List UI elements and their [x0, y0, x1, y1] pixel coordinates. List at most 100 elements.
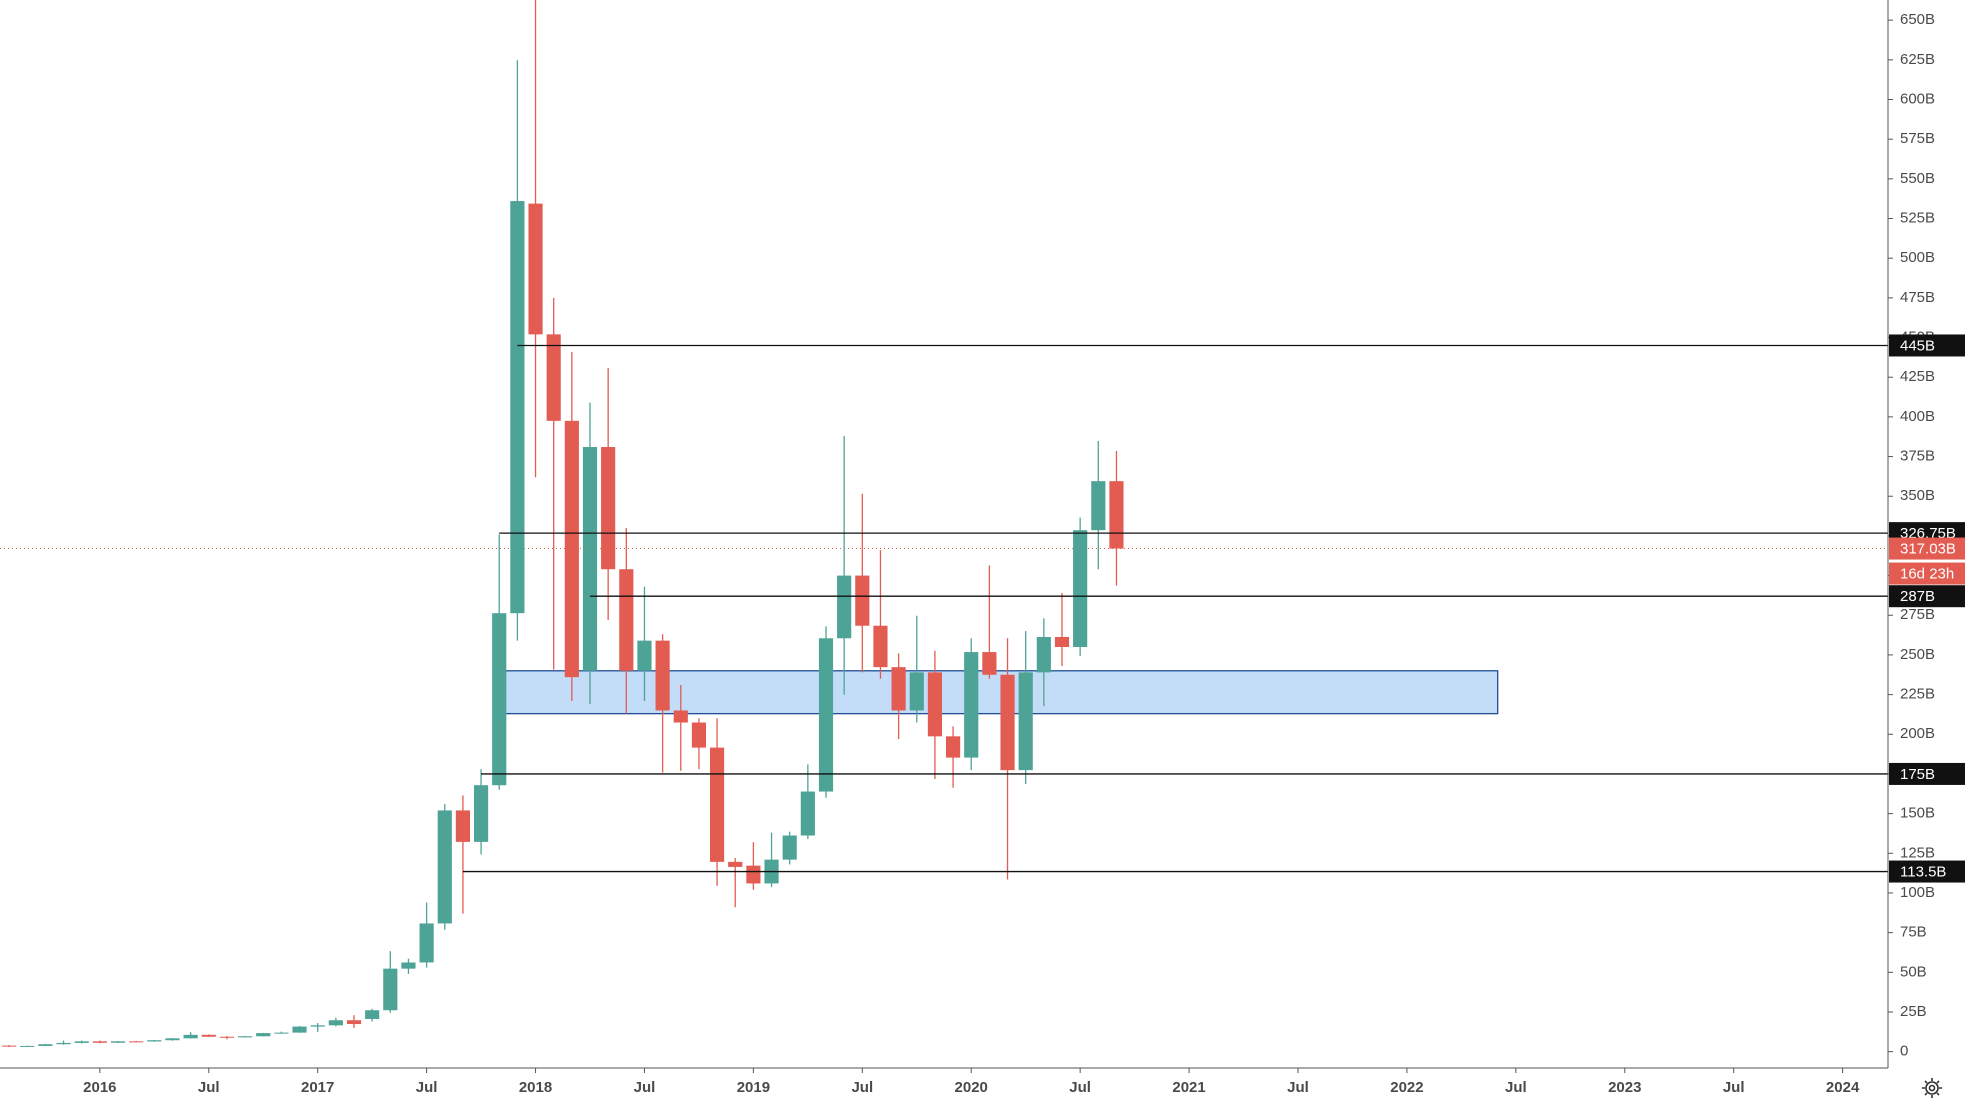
candle-body [546, 334, 561, 421]
x-tick-label: 2022 [1390, 1079, 1423, 1096]
candle-body [1073, 530, 1088, 647]
level-label-box [1889, 585, 1965, 608]
y-tick-label: 425B [1900, 368, 1935, 385]
y-tick-label: 650B [1900, 11, 1935, 28]
gear-ring [1925, 1081, 1939, 1095]
candle-body [274, 1032, 289, 1034]
candle-body [818, 638, 834, 792]
candle-body [782, 835, 797, 860]
candle-body [165, 1038, 180, 1041]
candle-body [964, 652, 979, 758]
candle-body [927, 672, 943, 737]
candle-body [1036, 636, 1051, 673]
x-tick-label: Jul [198, 1079, 220, 1096]
y-tick-label: 125B [1900, 844, 1935, 861]
y-tick-label: 600B [1900, 90, 1935, 107]
x-tick-label: 2017 [301, 1079, 334, 1096]
countdown-label: 16d 23h [1900, 566, 1954, 583]
candle-body [1, 1045, 17, 1047]
candle-body [292, 1026, 307, 1033]
countdown-box [1889, 562, 1965, 585]
candle-body [873, 625, 888, 668]
y-tick-label: 100B [1900, 884, 1935, 901]
candle-body [437, 810, 452, 924]
settings-icon[interactable] [1922, 1078, 1942, 1098]
y-tick-label: 250B [1900, 646, 1935, 663]
candle-body [20, 1045, 35, 1047]
x-tick-label: 2019 [737, 1079, 770, 1096]
candle-body [365, 1010, 380, 1019]
candle-body [92, 1041, 107, 1043]
candle-body [746, 865, 761, 884]
candle-body [1054, 636, 1070, 647]
candle-body [346, 1020, 362, 1025]
candle-body [510, 201, 525, 614]
y-tick-label: 25B [1900, 1003, 1927, 1020]
gear-hub [1928, 1084, 1936, 1092]
candle-body [419, 923, 434, 963]
candle-body [201, 1034, 216, 1037]
candle-body [945, 736, 961, 758]
candle-body [110, 1041, 126, 1043]
candle-body [637, 640, 652, 671]
candle-body [56, 1042, 71, 1045]
candle-body [455, 810, 471, 842]
y-tick-label: 500B [1900, 249, 1935, 266]
candle-body [401, 962, 416, 969]
candle-body [492, 613, 507, 786]
support-zone [498, 670, 1499, 715]
candle-body [909, 672, 924, 711]
price-label-box [1889, 537, 1965, 560]
y-tick-label: 225B [1900, 686, 1935, 703]
level-label-box [1889, 334, 1965, 357]
x-tick-label: Jul [416, 1079, 438, 1096]
candle-body [473, 785, 489, 842]
y-tick-label: 525B [1900, 209, 1935, 226]
candle-body [1000, 674, 1015, 771]
candle-body [310, 1025, 325, 1027]
x-tick-label: 2024 [1826, 1079, 1860, 1096]
x-tick-label: Jul [1505, 1079, 1527, 1096]
candle-body [582, 447, 598, 671]
x-tick-label: 2020 [955, 1079, 988, 1096]
axes: 0 25B 50B 75B 100B 125B 150B 175B 200B 225B 250B 27… [83, 11, 1965, 1096]
y-tick-label: 350B [1900, 487, 1935, 504]
level-label: 445B [1900, 337, 1935, 354]
y-tick-label: 375B [1900, 448, 1935, 465]
x-tick-label: 2021 [1172, 1079, 1205, 1096]
candle-body [1091, 481, 1106, 531]
x-tick-label: Jul [851, 1079, 873, 1096]
candle-body [328, 1020, 343, 1026]
candle-body [564, 420, 579, 678]
candle-body [655, 640, 670, 711]
candle-body [691, 722, 707, 748]
candle-body [38, 1044, 53, 1046]
candle-body [800, 791, 815, 836]
y-tick-label: 550B [1900, 170, 1935, 187]
candle-body [619, 569, 634, 671]
y-tick-label: 150B [1900, 805, 1935, 822]
candle-body [237, 1036, 253, 1038]
x-tick-label: Jul [1287, 1079, 1309, 1096]
candle-body [891, 667, 906, 711]
level-label: 287B [1900, 588, 1935, 605]
candle-body [1018, 672, 1033, 771]
x-tick-label: Jul [1069, 1079, 1091, 1096]
y-tick-label: 400B [1900, 408, 1935, 425]
candle-body [837, 575, 852, 639]
y-tick-label: 625B [1900, 51, 1935, 68]
gear-teeth [1922, 1078, 1942, 1098]
candle-body [219, 1036, 235, 1038]
y-tick-label: 475B [1900, 289, 1935, 306]
candle-body [74, 1041, 89, 1043]
level-label-box [1889, 860, 1965, 883]
x-tick-label: 2016 [83, 1079, 116, 1096]
candle-body [728, 861, 743, 867]
candle-body [673, 710, 688, 723]
candle-body [129, 1041, 144, 1043]
x-tick-label: Jul [634, 1079, 656, 1096]
price-label: 317.03B [1900, 541, 1956, 558]
y-tick-label: 75B [1900, 924, 1927, 941]
